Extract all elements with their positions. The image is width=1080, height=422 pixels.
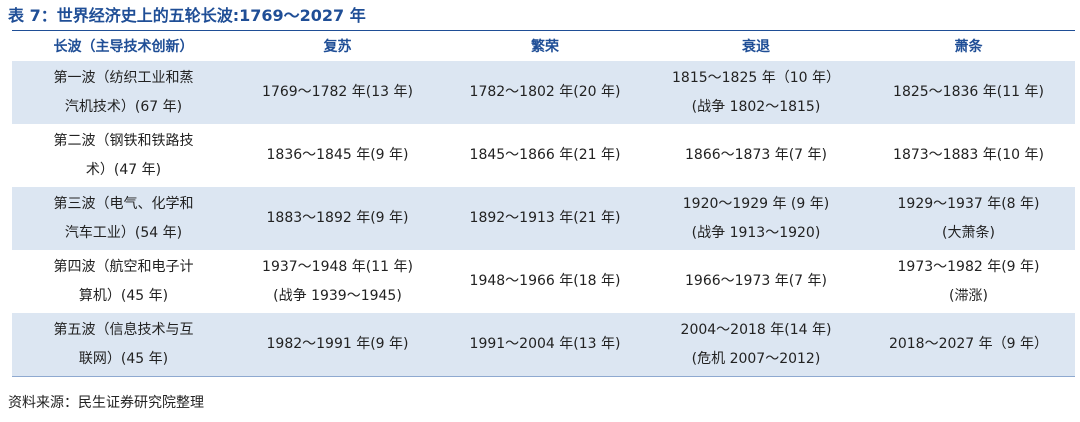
cell-line: 第五波（信息技术与互 <box>53 321 194 338</box>
cell-line: 第三波（电气、化学和 <box>53 195 194 212</box>
table-cell: 1883～1892 年(9 年) <box>235 187 440 250</box>
cell-line: 第二波（钢铁和铁路技 <box>53 132 194 149</box>
cell-line: (滞涨) <box>949 287 988 304</box>
cell-line: 1815～1825 年（10 年） <box>672 69 840 86</box>
header-cell: 萧条 <box>862 30 1075 61</box>
table-cell: 1920～1929 年 (9 年) (战争 1913～1920) <box>650 187 862 250</box>
cell-line: 2004～2018 年(14 年) <box>680 321 832 338</box>
cell-line: 第一波（纺织工业和蒸 <box>53 69 194 86</box>
cell-line: 1991～2004 年(13 年) <box>469 336 621 352</box>
table-cell: 2018～2027 年（9 年） <box>862 313 1075 377</box>
table-cell: 1937～1948 年(11 年) (战争 1939～1945) <box>235 250 440 313</box>
header-cell: 复苏 <box>235 30 440 61</box>
table-cell: 1815～1825 年（10 年） (战争 1802～1815) <box>650 61 862 124</box>
header-cell: 繁荣 <box>440 30 650 61</box>
header-cell: 衰退 <box>650 30 862 61</box>
table-cell: 1892～1913 年(21 年) <box>440 187 650 250</box>
table-cell: 1769～1782 年(13 年) <box>235 61 440 124</box>
cell-line: 联网）(45 年) <box>78 350 169 367</box>
table-row: 第五波（信息技术与互 联网）(45 年) 1982～1991 年(9 年) 1991～… <box>12 313 1075 377</box>
table-cell: 第五波（信息技术与互 联网）(45 年) <box>12 313 235 377</box>
table-cell: 2004～2018 年(14 年) (危机 2007～2012) <box>650 313 862 377</box>
cell-line: (危机 2007～2012) <box>691 350 821 367</box>
table-row: 第二波（钢铁和铁路技 术）(47 年) 1836～1845 年(9 年) 1845～1… <box>12 124 1075 187</box>
cell-line: 1873～1883 年(10 年) <box>893 147 1044 163</box>
cell-line: 1845～1866 年(21 年) <box>469 147 621 163</box>
cell-line: 2018～2027 年（9 年） <box>888 336 1049 352</box>
cell-line: 1973～1982 年(9 年) <box>897 258 1040 275</box>
cell-line: 1883～1892 年(9 年) <box>266 210 409 226</box>
cell-line: (战争 1802～1815) <box>691 98 821 115</box>
cell-line: 1920～1929 年 (9 年) <box>682 195 830 212</box>
cell-line: 1782～1802 年(20 年) <box>469 84 621 100</box>
table-cell: 1873～1883 年(10 年) <box>862 124 1075 187</box>
table-cell: 1982～1991 年(9 年) <box>235 313 440 377</box>
table-cell: 1973～1982 年(9 年) (滞涨) <box>862 250 1075 313</box>
table-cell: 1866～1873 年(7 年) <box>650 124 862 187</box>
table-cell: 1991～2004 年(13 年) <box>440 313 650 377</box>
cell-line: 1836～1845 年(9 年) <box>266 147 409 163</box>
table-cell: 第二波（钢铁和铁路技 术）(47 年) <box>12 124 235 187</box>
table-row: 第三波（电气、化学和 汽车工业）(54 年) 1883～1892 年(9 年) 189… <box>12 187 1075 250</box>
table-cell: 1845～1866 年(21 年) <box>440 124 650 187</box>
table-cell: 1836～1845 年(9 年) <box>235 124 440 187</box>
table-cell: 1782～1802 年(20 年) <box>440 61 650 124</box>
cell-line: 第四波（航空和电子计 <box>53 258 194 275</box>
cell-line: 1966～1973 年(7 年) <box>685 273 827 289</box>
cell-line: 术）(47 年) <box>85 161 162 178</box>
table-row: 第四波（航空和电子计 算机）(45 年) 1937～1948 年(11 年) (战争 … <box>12 250 1075 313</box>
table-cell: 1966～1973 年(7 年) <box>650 250 862 313</box>
cell-line: 1929～1937 年(8 年) <box>897 195 1040 212</box>
table-body: 第一波（纺织工业和蒸 汽机技术）(67 年) 1769～1782 年(13 年) 17… <box>12 61 1075 377</box>
cell-line: (大萧条) <box>942 224 995 241</box>
table-cell: 第一波（纺织工业和蒸 汽机技术）(67 年) <box>12 61 235 124</box>
cell-line: (战争 1939～1945) <box>273 287 402 304</box>
cell-line: 1866～1873 年(7 年) <box>685 147 827 163</box>
table-cell: 1825～1836 年(11 年) <box>862 61 1075 124</box>
table-cell: 第三波（电气、化学和 汽车工业）(54 年) <box>12 187 235 250</box>
source-note: 资料来源：民生证券研究院整理 <box>8 395 204 411</box>
cell-line: (战争 1913～1920) <box>691 224 821 241</box>
table-title: 表 7：世界经济史上的五轮长波:1769～2027 年 <box>8 6 366 25</box>
table-cell: 1948～1966 年(18 年) <box>440 250 650 313</box>
table: 长波（主导技术创新） 复苏 繁荣 衰退 萧条 第一波（纺织工业和蒸 汽机技术）(67 年)… <box>12 30 1075 377</box>
cell-line: 1982～1991 年(9 年) <box>266 336 409 352</box>
cell-line: 1769～1782 年(13 年) <box>262 84 413 100</box>
table-row: 第一波（纺织工业和蒸 汽机技术）(67 年) 1769～1782 年(13 年) 17… <box>12 61 1075 124</box>
cell-line: 汽车工业）(54 年) <box>64 224 183 241</box>
table-cell: 1929～1937 年(8 年) (大萧条) <box>862 187 1075 250</box>
header-cell: 长波（主导技术创新） <box>12 30 235 61</box>
cell-line: 汽机技术）(67 年) <box>64 98 183 115</box>
cell-line: 1948～1966 年(18 年) <box>469 273 621 289</box>
cell-line: 1937～1948 年(11 年) <box>262 258 413 275</box>
cell-line: 1825～1836 年(11 年) <box>893 84 1044 100</box>
table-cell: 第四波（航空和电子计 算机）(45 年) <box>12 250 235 313</box>
cell-line: 算机）(45 年) <box>78 287 169 304</box>
header-row: 长波（主导技术创新） 复苏 繁荣 衰退 萧条 <box>12 30 1075 61</box>
cell-line: 1892～1913 年(21 年) <box>469 210 621 226</box>
